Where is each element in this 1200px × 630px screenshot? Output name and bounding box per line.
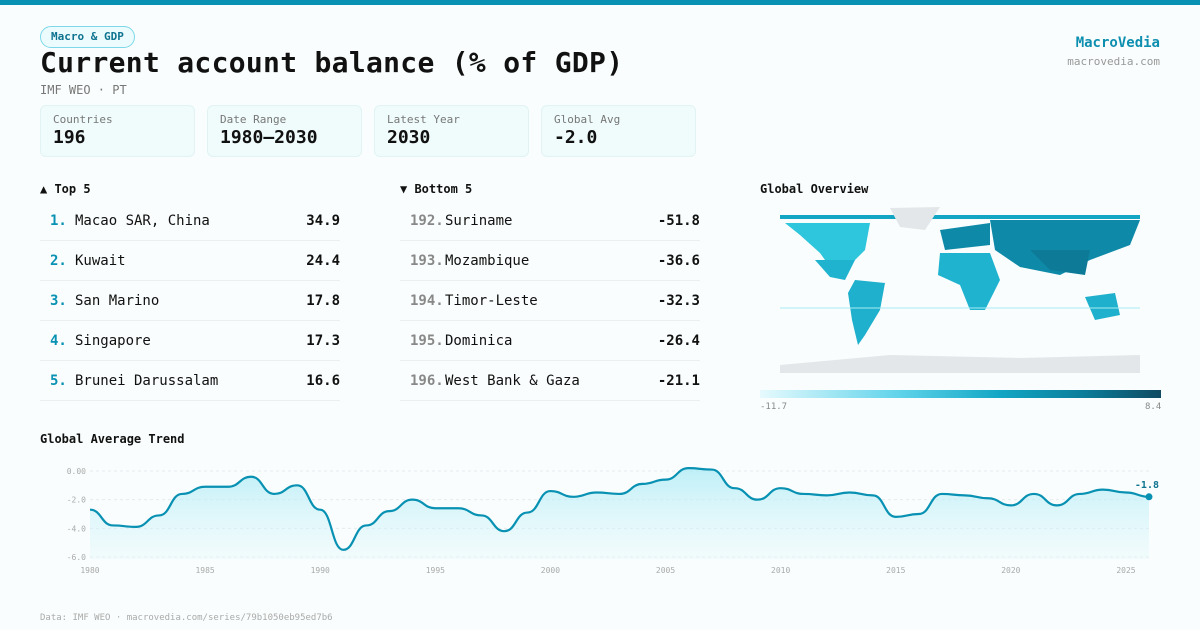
rank: 2. <box>50 252 67 269</box>
stat-label: Latest Year <box>387 113 460 126</box>
region-asia <box>990 220 1140 275</box>
list-item[interactable]: 194. Timor-Leste -32.3 <box>400 281 700 321</box>
rank: 5. <box>50 372 67 389</box>
country-name: Timor-Leste <box>445 292 538 309</box>
map-color-legend <box>760 390 1161 398</box>
x-tick-label: 1985 <box>195 566 214 575</box>
rank: 195. <box>410 332 444 349</box>
footer-source: Data: IMF WEO · macrovedia.com/series/79… <box>40 613 333 623</box>
legend-min-label: -11.7 <box>760 402 788 412</box>
rank: 4. <box>50 332 67 349</box>
country-value: -32.3 <box>657 292 700 309</box>
stat-card-countries: Countries 196 <box>40 105 195 157</box>
country-name: Macao SAR, China <box>75 212 210 229</box>
stat-value: -2.0 <box>554 127 598 148</box>
country-greenland <box>890 207 940 230</box>
trend-line <box>89 467 1150 551</box>
country-name: San Marino <box>75 292 160 309</box>
list-item[interactable]: 4. Singapore 17.3 <box>40 321 340 361</box>
list-item[interactable]: 196. West Bank & Gaza -21.1 <box>400 361 700 401</box>
country-china <box>1030 250 1090 275</box>
top-accent-bar <box>0 0 1200 5</box>
region-north-america <box>785 223 870 270</box>
map-heading: Global Overview <box>760 182 869 196</box>
y-tick-label: -6.0 <box>67 553 86 562</box>
arctic-strip <box>780 215 1140 219</box>
stat-value: 1980–2030 <box>220 127 318 148</box>
top-5-list: 1. Macao SAR, China 34.9 2. Kuwait 24.4 3. San … <box>40 201 340 401</box>
x-tick-label: 2000 <box>541 566 560 575</box>
stat-card-global-avg: Global Avg -2.0 <box>541 105 696 157</box>
country-name: Singapore <box>75 332 151 349</box>
category-tag[interactable]: Macro & GDP <box>40 26 135 48</box>
page-subtitle: IMF WEO · PT <box>40 83 127 97</box>
rank: 193. <box>410 252 444 269</box>
trend-chart: 0.00 -2.0 -4.0 -6.0 1980 1985 1990 1995 2000 2005… <box>67 467 1159 575</box>
country-value: 34.9 <box>306 212 340 229</box>
country-value: -21.1 <box>657 372 700 389</box>
x-tick-label: 1995 <box>426 566 445 575</box>
region-africa <box>938 253 1000 310</box>
rank: 1. <box>50 212 67 229</box>
country-value: -51.8 <box>657 212 700 229</box>
y-tick-label: -2.0 <box>67 496 86 505</box>
country-value: 16.6 <box>306 372 340 389</box>
list-item[interactable]: 5. Brunei Darussalam 16.6 <box>40 361 340 401</box>
x-tick-label: 2005 <box>656 566 675 575</box>
list-item[interactable]: 193. Mozambique -36.6 <box>400 241 700 281</box>
bottom-5-list: 192. Suriname -51.8 193. Mozambique -36.6 194.… <box>400 201 700 401</box>
x-tick-label: 1980 <box>80 566 99 575</box>
country-value: -36.6 <box>657 252 700 269</box>
list-item[interactable]: 195. Dominica -26.4 <box>400 321 700 361</box>
stat-label: Global Avg <box>554 113 621 126</box>
world-map[interactable] <box>760 205 1160 380</box>
stat-card-date-range: Date Range 1980–2030 <box>207 105 362 157</box>
brand-logo[interactable]: MacroVedia <box>1075 35 1160 51</box>
rank: 3. <box>50 292 67 309</box>
country-name: Brunei Darussalam <box>75 372 219 389</box>
country-australia <box>1085 293 1120 320</box>
country-name: Suriname <box>445 212 513 229</box>
x-tick-label: 1990 <box>311 566 330 575</box>
x-tick-label: 2020 <box>1001 566 1020 575</box>
trend-chart-title: Global Average Trend <box>40 432 185 446</box>
region-south-america <box>848 280 885 345</box>
page-title: Current account balance (% of GDP) <box>40 46 624 79</box>
legend-max-label: 8.4 <box>1145 402 1162 412</box>
area-fill <box>90 468 1149 559</box>
list-item[interactable]: 1. Macao SAR, China 34.9 <box>40 201 340 241</box>
list-item[interactable]: 3. San Marino 17.8 <box>40 281 340 321</box>
top-5-heading: ▲ Top 5 <box>40 182 91 196</box>
last-value-label: -1.8 <box>1135 480 1159 491</box>
country-value: 24.4 <box>306 252 340 269</box>
region-europe <box>940 223 990 250</box>
rank: 196. <box>410 372 444 389</box>
country-name: Mozambique <box>445 252 530 269</box>
region-central-america <box>815 260 855 280</box>
country-value: 17.3 <box>306 332 340 349</box>
country-name: West Bank & Gaza <box>445 372 580 389</box>
list-item[interactable]: 192. Suriname -51.8 <box>400 201 700 241</box>
region-antarctica <box>780 355 1140 373</box>
list-item[interactable]: 2. Kuwait 24.4 <box>40 241 340 281</box>
y-tick-label: -4.0 <box>67 524 86 533</box>
stat-value: 2030 <box>387 127 431 148</box>
stat-card-latest-year: Latest Year 2030 <box>374 105 529 157</box>
country-value: -26.4 <box>657 332 700 349</box>
country-name: Kuwait <box>75 252 126 269</box>
x-tick-label: 2025 <box>1116 566 1135 575</box>
x-tick-label: 2010 <box>771 566 790 575</box>
country-name: Dominica <box>445 332 513 349</box>
stat-value: 196 <box>53 127 86 148</box>
rank: 194. <box>410 292 444 309</box>
stat-label: Countries <box>53 113 113 126</box>
bottom-5-heading: ▼ Bottom 5 <box>400 182 473 196</box>
stat-label: Date Range <box>220 113 287 126</box>
country-value: 17.8 <box>306 292 340 309</box>
last-point[interactable] <box>1145 493 1153 501</box>
y-tick-label: 0.00 <box>67 467 86 476</box>
rank: 192. <box>410 212 444 229</box>
x-tick-label: 2015 <box>886 566 905 575</box>
brand-url[interactable]: macrovedia.com <box>1067 55 1160 68</box>
